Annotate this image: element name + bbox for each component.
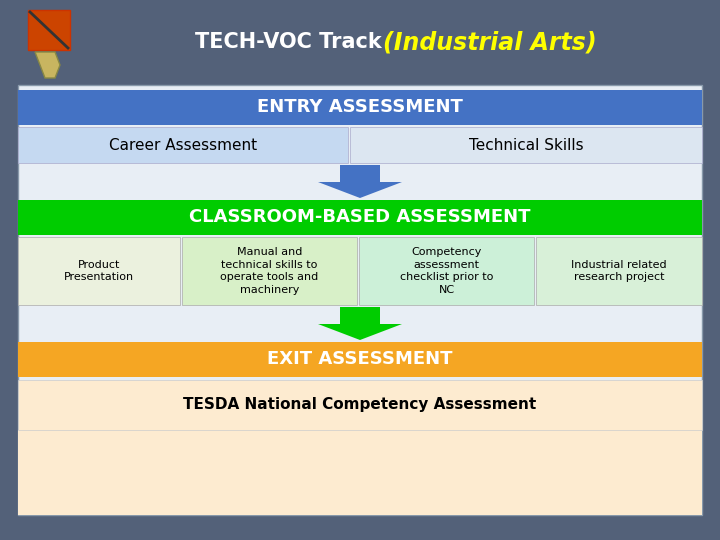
Bar (350, 127, 702, 163)
Bar (18, 342, 702, 377)
Text: TESDA National Competency Assessment: TESDA National Competency Assessment (184, 397, 536, 413)
Polygon shape (318, 307, 402, 340)
Bar (28, 10, 70, 50)
Text: TECH-VOC Track: TECH-VOC Track (195, 32, 389, 52)
Bar (18, 200, 702, 235)
Text: CLASSROOM-BASED ASSESSMENT: CLASSROOM-BASED ASSESSMENT (189, 208, 531, 226)
Text: Manual and
technical skills to
operate tools and
machinery: Manual and technical skills to operate t… (220, 247, 319, 295)
Text: ENTRY ASSESSMENT: ENTRY ASSESSMENT (257, 98, 463, 117)
Bar (359, 237, 534, 305)
Bar (182, 237, 357, 305)
Bar (18, 380, 702, 430)
Bar (18, 237, 180, 305)
Text: (Industrial Arts): (Industrial Arts) (383, 30, 597, 55)
Bar (18, 127, 348, 163)
Bar (18, 85, 702, 515)
Text: Technical Skills: Technical Skills (469, 138, 583, 152)
Text: Product
Presentation: Product Presentation (64, 260, 134, 282)
Text: Industrial related
research project: Industrial related research project (571, 260, 667, 282)
Polygon shape (35, 52, 60, 78)
Polygon shape (318, 165, 402, 198)
Text: EXIT ASSESSMENT: EXIT ASSESSMENT (267, 350, 453, 368)
Bar (18, 90, 702, 125)
Text: Competency
assessment
checklist prior to
NC: Competency assessment checklist prior to… (400, 247, 493, 295)
Text: Career Assessment: Career Assessment (109, 138, 257, 152)
Bar (536, 237, 702, 305)
Bar (18, 430, 702, 515)
Bar (0, 0, 720, 85)
